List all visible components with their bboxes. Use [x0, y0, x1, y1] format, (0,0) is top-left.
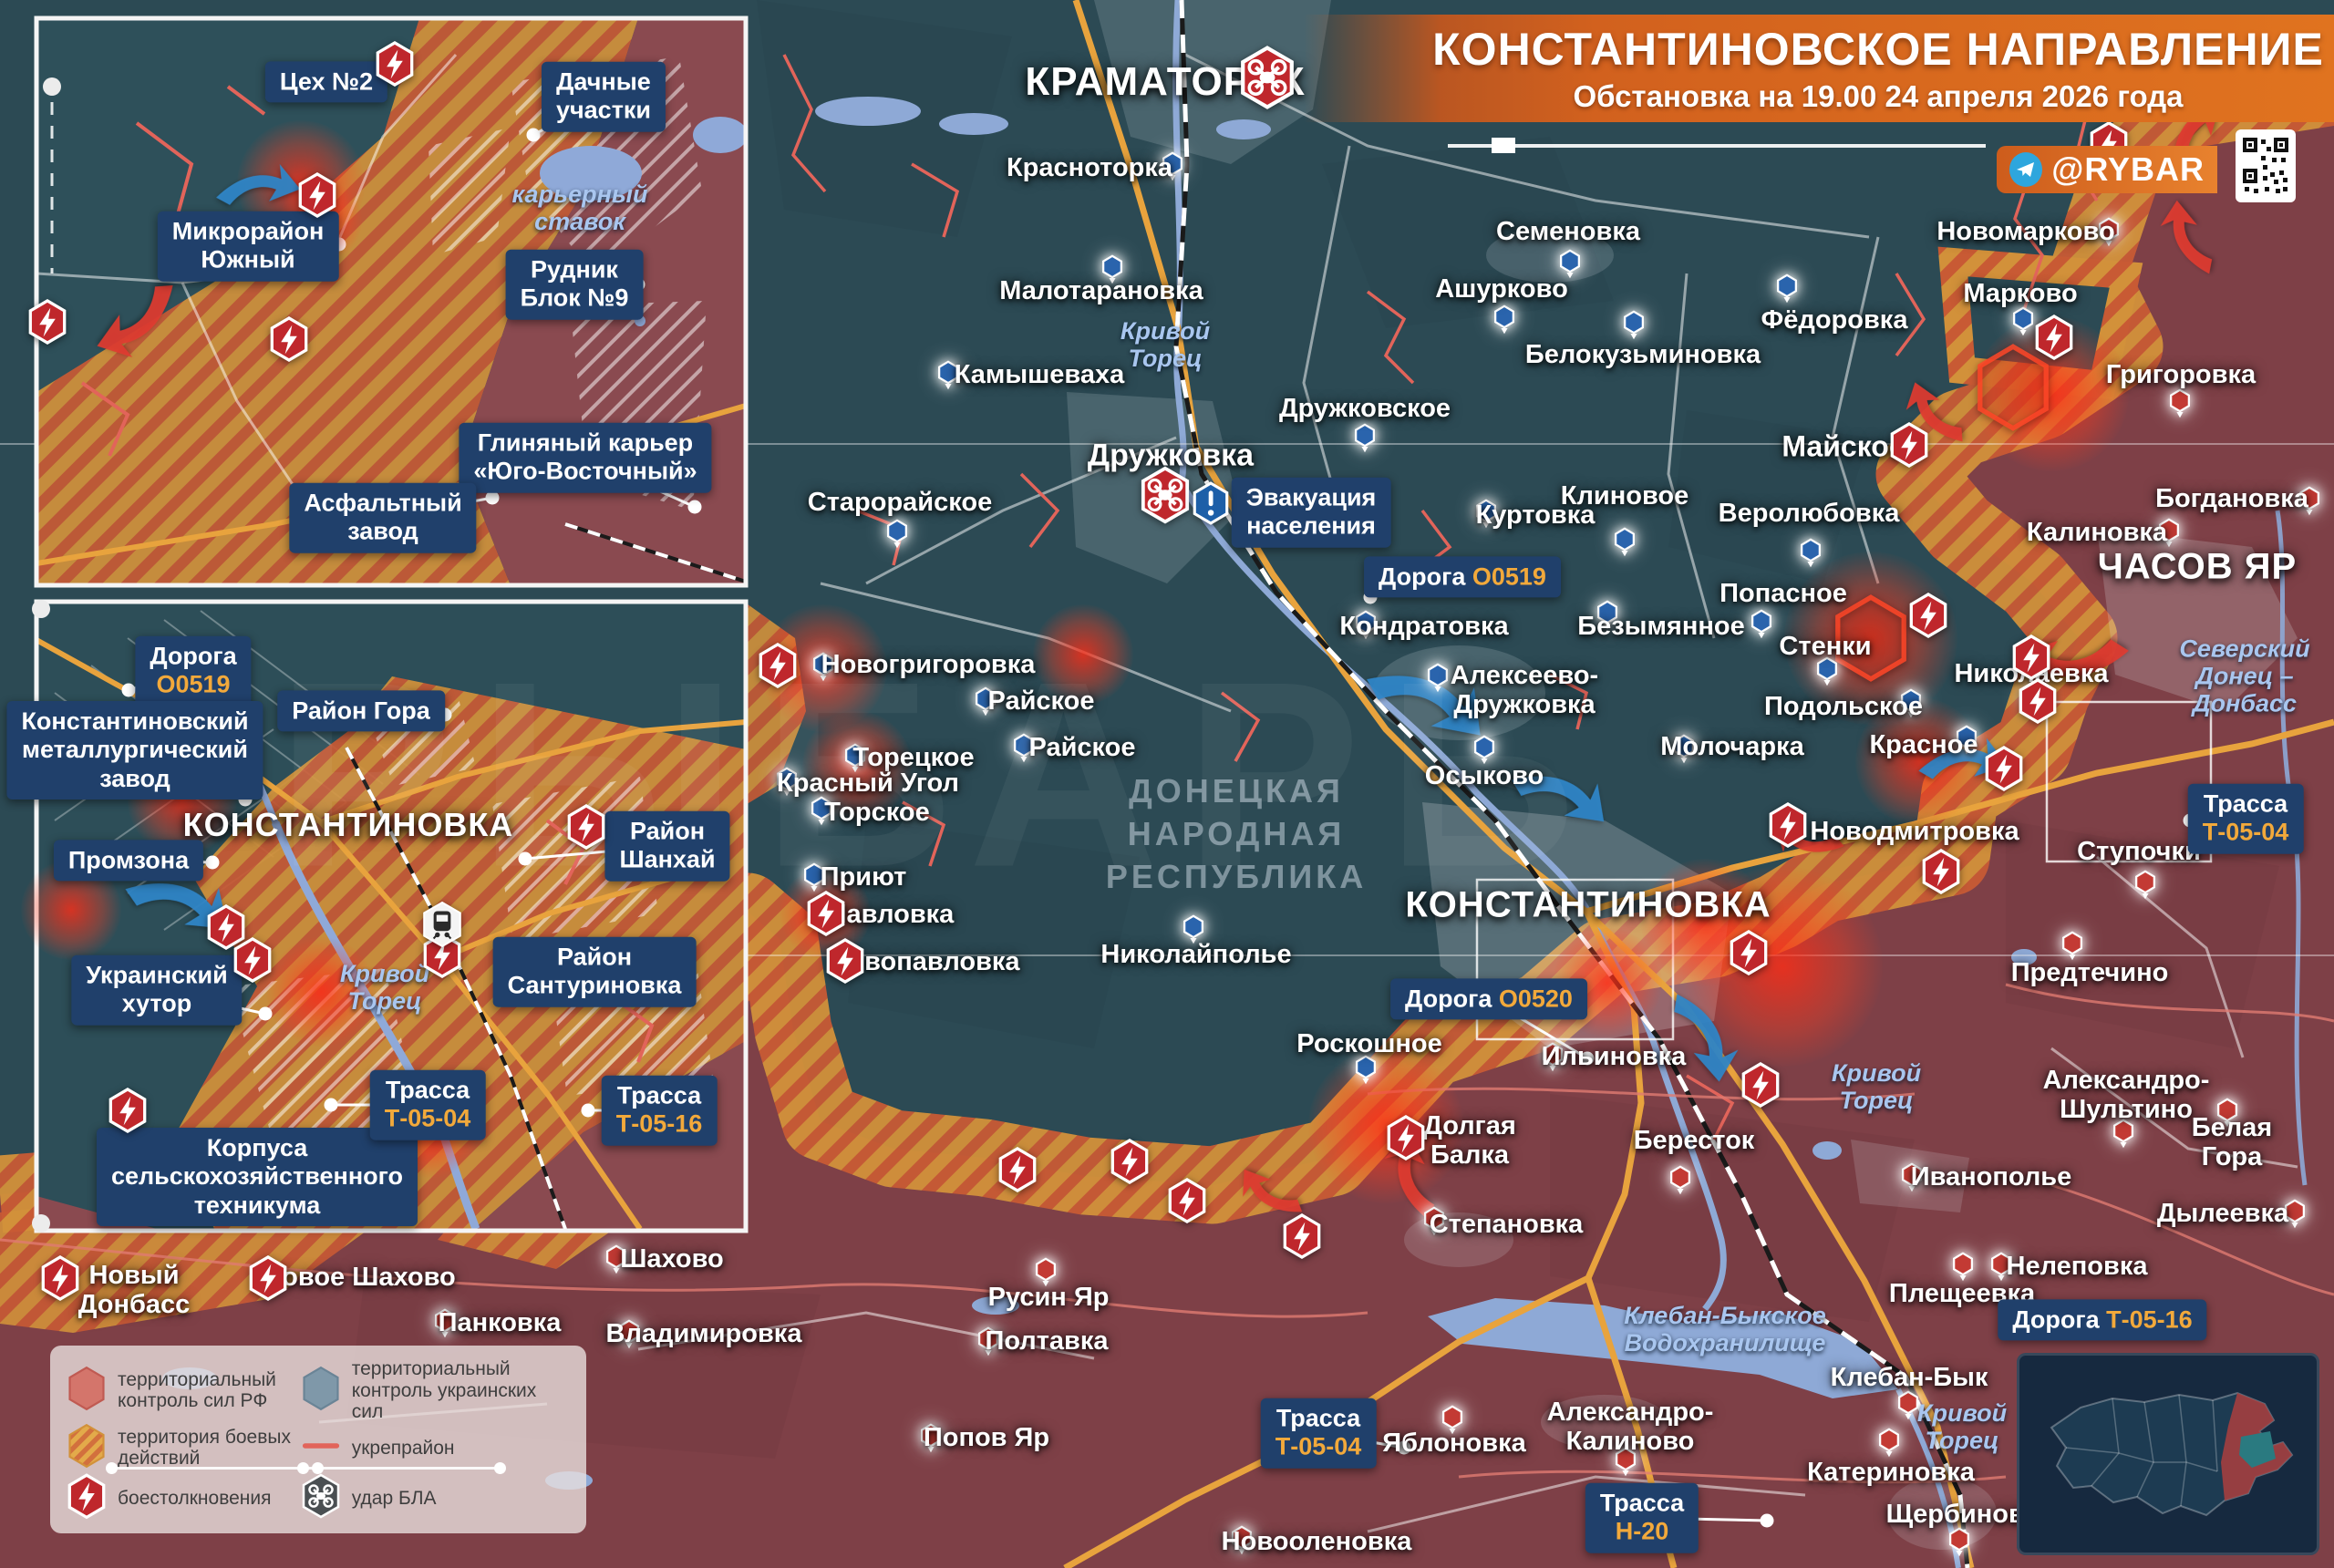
- legend-item: территория боевых действий: [67, 1423, 301, 1474]
- uav-strike-hex-icon: [301, 1473, 341, 1524]
- legend-item-label: территориальный контроль украинских сил: [351, 1358, 537, 1423]
- map-title: КОНСТАНТИНОВСКОЕ НАПРАВЛЕНИЕ: [1432, 24, 2324, 75]
- legend-item: боестолкновения: [67, 1473, 301, 1524]
- legend-item-label: боестолкновения: [118, 1488, 272, 1510]
- title-banner: КОНСТАНТИНОВСКОЕ НАПРАВЛЕНИЕ Обстановка …: [1304, 15, 2334, 122]
- markovo-pocket: [1937, 246, 2143, 400]
- ukraine-minimap: [2017, 1353, 2319, 1555]
- legend-item: удар БЛА: [301, 1473, 570, 1524]
- fortified-line-icon: [301, 1423, 341, 1474]
- rf-control-hex-icon: [67, 1366, 107, 1417]
- telegram-icon: [2009, 152, 2043, 187]
- roads-minor: [318, 53, 2298, 1533]
- legend-item: территориальный контроль украинских сил: [301, 1358, 570, 1423]
- combat-zone-hex-icon: [67, 1423, 107, 1474]
- inset1-source-frame: [2045, 700, 2213, 863]
- donetsk-region-highlight: [2239, 1431, 2276, 1468]
- legend-item-label: территориальный контроль сил РФ: [118, 1368, 276, 1412]
- scale-bar: [1448, 138, 1986, 153]
- lakes: [162, 97, 2037, 1490]
- legend-item-label: укрепрайон: [351, 1437, 455, 1459]
- legend-item: укрепрайон: [301, 1423, 570, 1474]
- rybar-badge: @RYBAR: [1997, 146, 2217, 193]
- inset-konstantinovka: [36, 602, 746, 1231]
- legend-item: территориальный контроль сил РФ: [67, 1358, 301, 1423]
- map-subtitle: Обстановка на 19.00 24 апреля 2026 года: [1573, 79, 2184, 113]
- telegram-handle: @RYBAR: [2051, 150, 2205, 188]
- qr-code: [2236, 129, 2296, 202]
- inset-chasov-yar: [36, 18, 746, 585]
- inset-anchor-dots: [32, 77, 61, 1233]
- legend-item-label: удар БЛА: [351, 1488, 437, 1510]
- ua-control-hex-icon: [301, 1366, 341, 1417]
- clash-hex-icon: [67, 1473, 107, 1524]
- legend-panel: территориальный контроль сил РФ территори…: [50, 1346, 586, 1533]
- legend-item-label: территория боевых действий: [118, 1426, 291, 1470]
- railways: [1173, 0, 1970, 1568]
- legend-scale-line: [106, 1462, 506, 1474]
